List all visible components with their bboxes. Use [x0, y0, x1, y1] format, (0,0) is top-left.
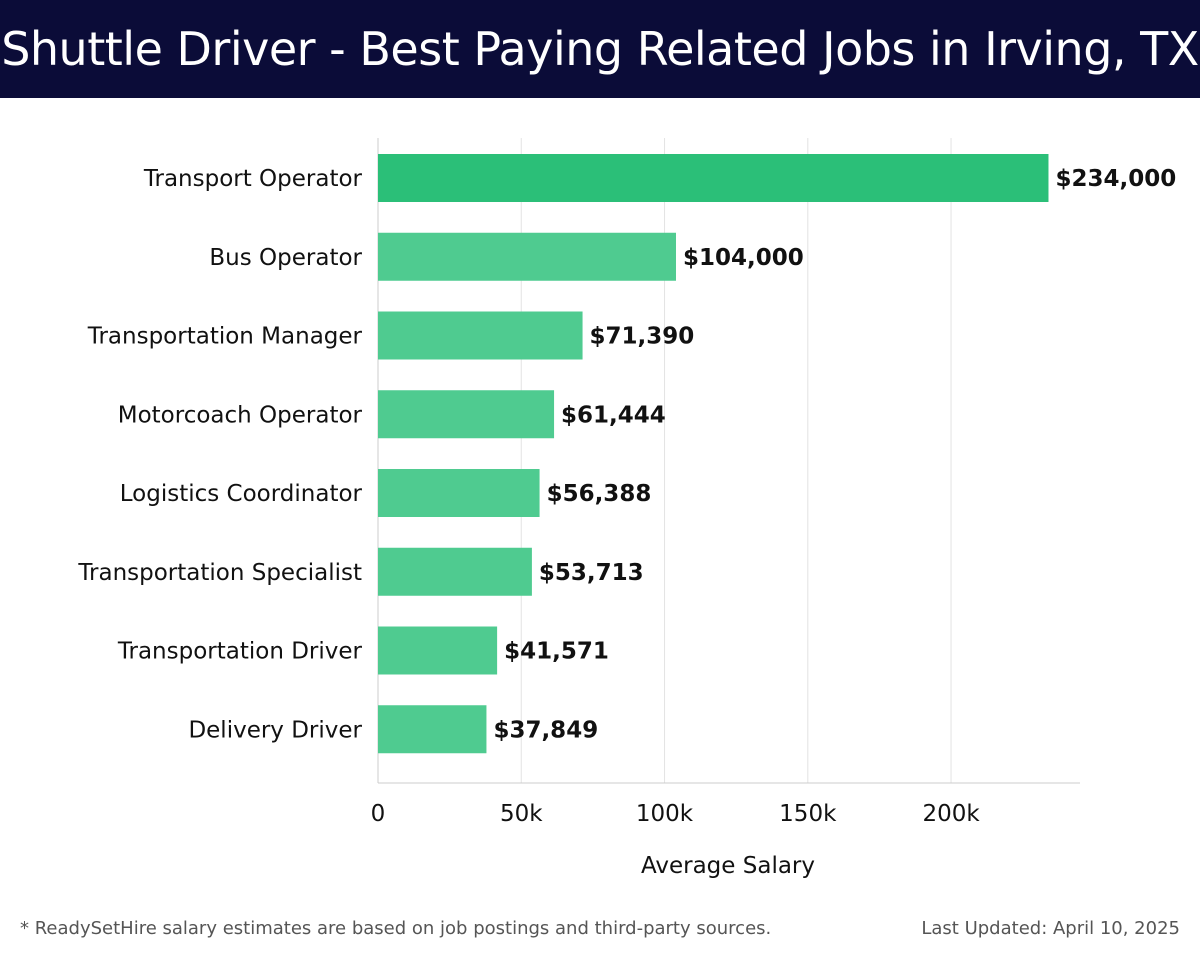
- x-tick-label: 200k: [922, 801, 980, 827]
- value-labels: $234,000 $104,000 $71,390 $61,444 $56,388 $53…: [493, 166, 1176, 743]
- header-bar: Shuttle Driver - Best Paying Related Job…: [0, 0, 1200, 98]
- bar: [378, 154, 1049, 202]
- category-label: Motorcoach Operator: [118, 402, 363, 428]
- value-label: $61,444: [561, 402, 666, 428]
- value-label: $104,000: [683, 245, 804, 271]
- x-tick-label: 150k: [779, 801, 837, 827]
- category-label: Transportation Specialist: [77, 560, 362, 586]
- bar: [378, 232, 676, 281]
- bar: [378, 705, 487, 754]
- x-tick-labels: 0 50k 100k 150k 200k: [371, 801, 981, 827]
- category-label: Bus Operator: [209, 245, 362, 271]
- x-tick-label: 50k: [500, 801, 543, 827]
- category-labels: Transport Operator Bus Operator Transporta…: [77, 166, 362, 743]
- value-label: $234,000: [1055, 166, 1176, 192]
- x-axis-title: Average Salary: [641, 853, 815, 879]
- value-label: $37,849: [493, 717, 598, 743]
- page-title: Shuttle Driver - Best Paying Related Job…: [1, 22, 1199, 76]
- value-label: $53,713: [539, 560, 644, 586]
- value-label: $41,571: [504, 639, 609, 665]
- category-label: Transport Operator: [143, 166, 363, 192]
- value-label: $71,390: [590, 324, 695, 350]
- value-label: $56,388: [547, 481, 652, 507]
- category-label: Logistics Coordinator: [120, 481, 363, 507]
- bar: [378, 311, 583, 360]
- salary-bar-chart: Transport Operator Bus Operator Transporta…: [77, 138, 1176, 879]
- bar: [378, 469, 540, 517]
- x-tick-label: 0: [371, 801, 386, 827]
- footer-note: * ReadySetHire salary estimates are base…: [20, 918, 772, 939]
- bars: [378, 154, 1049, 754]
- bar: [378, 547, 532, 596]
- category-label: Transportation Manager: [87, 324, 363, 350]
- bar: [378, 390, 555, 439]
- category-label: Delivery Driver: [188, 717, 362, 743]
- category-label: Transportation Driver: [117, 639, 363, 665]
- x-tick-label: 100k: [636, 801, 694, 827]
- last-updated: Last Updated: April 10, 2025: [921, 918, 1180, 939]
- bar: [378, 626, 498, 675]
